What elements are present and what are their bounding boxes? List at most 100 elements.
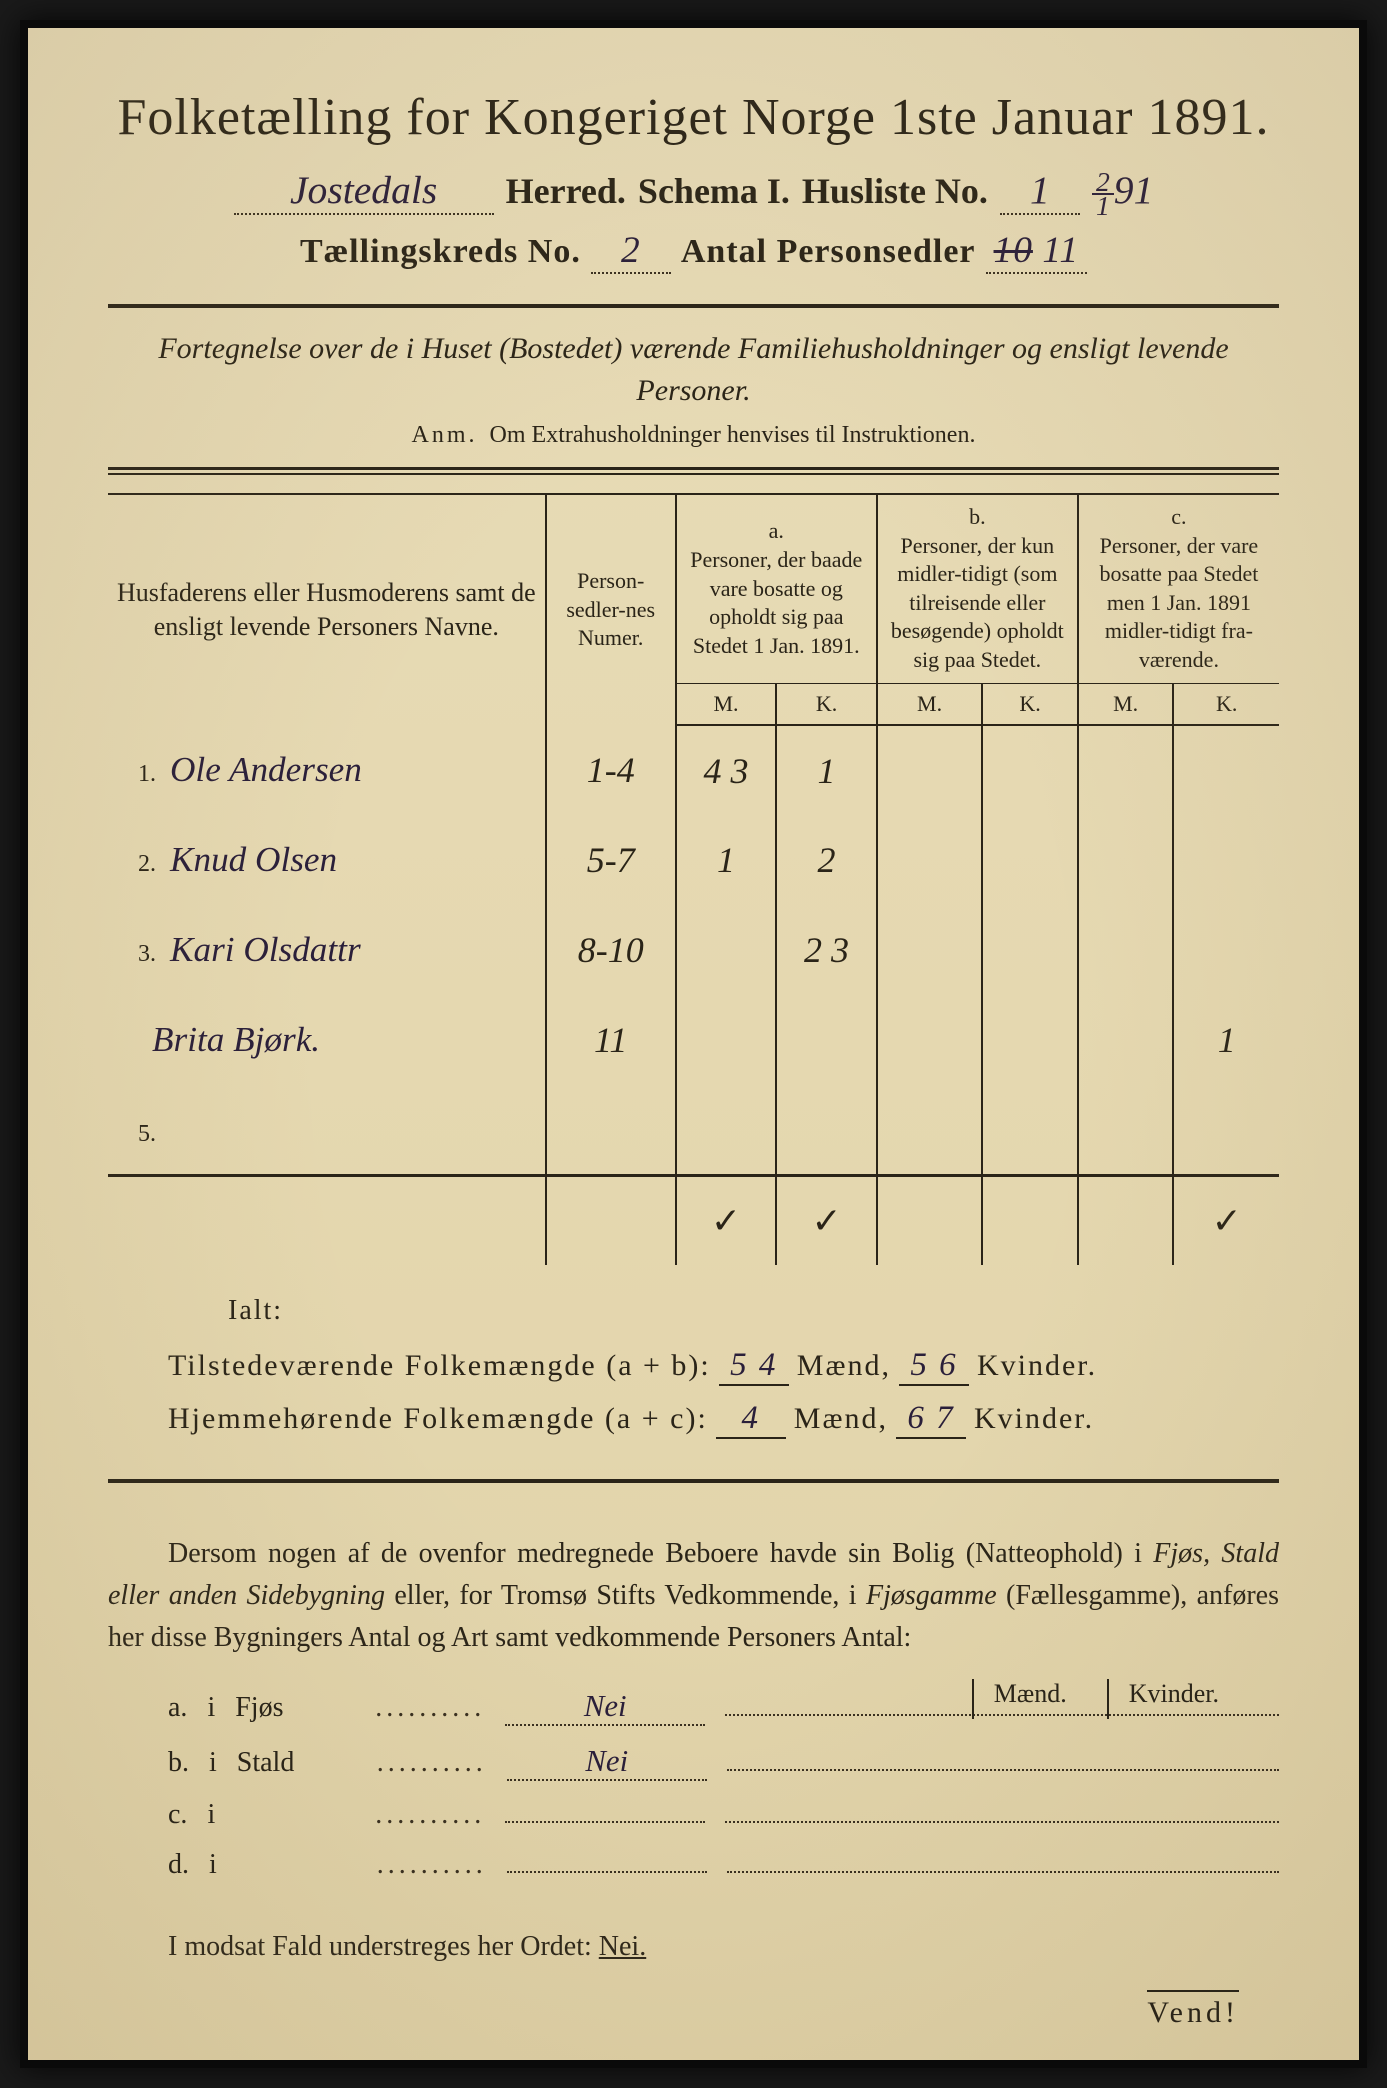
- b-k-cell: [982, 905, 1078, 995]
- check-a-m: ✓: [676, 1175, 777, 1265]
- subtitle-row-2: Tællingskreds No. 2 Antal Personsedler 1…: [108, 229, 1279, 274]
- building-i: i: [207, 1692, 215, 1724]
- building-header: Mænd. Kvinder.: [972, 1679, 1219, 1719]
- divider-double: [108, 467, 1279, 475]
- sedler-cell: 5-7: [546, 815, 676, 905]
- building-label: Fjøs: [235, 1692, 355, 1724]
- a-m-cell: 4 3: [676, 725, 777, 815]
- subtitle-row-1: Jostedals Herred. Schema I. Husliste No.…: [108, 167, 1279, 217]
- census-form-page: Folketælling for Kongeriget Norge 1ste J…: [20, 20, 1367, 2068]
- herred-value: Jostedals: [234, 167, 494, 215]
- kreds-value: 2: [591, 229, 671, 274]
- c-k-cell: [1173, 815, 1279, 905]
- building-row: b. i Stald .......... Nei: [168, 1744, 1279, 1781]
- col-a-k: K.: [776, 683, 877, 725]
- census-table: Husfaderens eller Husmoderens samt de en…: [108, 493, 1279, 1265]
- totals-line-1: Tilstedeværende Folkemængde (a + b): 5 4…: [168, 1347, 1279, 1386]
- table-row: 1.Ole Andersen 1-4 4 3 1: [108, 725, 1279, 815]
- ialt-label: Ialt:: [228, 1295, 1279, 1327]
- b-k-cell: [982, 725, 1078, 815]
- check-c-k: ✓: [1173, 1175, 1279, 1265]
- husliste-label: Husliste No.: [802, 170, 988, 212]
- c-m-cell: [1078, 725, 1174, 815]
- a-m-cell: [676, 905, 777, 995]
- name-cell: Brita Bjørk.: [108, 995, 546, 1085]
- building-value: [505, 1821, 705, 1823]
- b-m-cell: [877, 905, 982, 995]
- building-letter: c.: [168, 1799, 187, 1831]
- divider: [108, 1479, 1279, 1483]
- check-a-k: ✓: [776, 1175, 877, 1265]
- a-k-cell: 2: [776, 815, 877, 905]
- schema-label: Schema I.: [638, 170, 790, 212]
- c-m-cell: [1078, 815, 1174, 905]
- a-k-cell: 1: [776, 725, 877, 815]
- name-cell: 3.Kari Olsdattr: [108, 905, 546, 995]
- col-c-m: M.: [1078, 683, 1174, 725]
- building-value: [507, 1871, 707, 1873]
- building-section: Mænd. Kvinder. a. i Fjøs .......... Nei …: [108, 1689, 1279, 1881]
- husliste-value: 1: [1000, 167, 1080, 215]
- a-k-cell: [776, 1085, 877, 1175]
- antal-values: 10 11: [986, 229, 1088, 274]
- b-m-cell: [877, 995, 982, 1085]
- b-k-cell: [982, 815, 1078, 905]
- building-letter: d.: [168, 1849, 189, 1881]
- footer-line: I modsat Fald understreges her Ordet: Ne…: [168, 1931, 1279, 1963]
- col-b-m: M.: [877, 683, 982, 725]
- building-paragraph: Dersom nogen af de ovenfor medregnede Be…: [108, 1533, 1279, 1659]
- table-row: 5.: [108, 1085, 1279, 1175]
- b-k-cell: [982, 995, 1078, 1085]
- building-value: Nei: [505, 1689, 705, 1726]
- totals-section: Ialt: Tilstedeværende Folkemængde (a + b…: [108, 1295, 1279, 1439]
- sedler-cell: 11: [546, 995, 676, 1085]
- building-i: i: [207, 1799, 215, 1831]
- c-k-cell: [1173, 905, 1279, 995]
- c-k-cell: 1: [1173, 995, 1279, 1085]
- table-row: 2.Knud Olsen 5-7 1 2: [108, 815, 1279, 905]
- a-m-cell: 1: [676, 815, 777, 905]
- antal-label: Antal Personsedler: [681, 233, 976, 271]
- b-m-cell: [877, 815, 982, 905]
- col-c: c.Personer, der vare bosatte paa Stedet …: [1078, 494, 1279, 683]
- building-row: d. i ..........: [168, 1849, 1279, 1881]
- kreds-label: Tællingskreds No.: [300, 233, 581, 271]
- col-a-m: M.: [676, 683, 777, 725]
- a-k-cell: 2 3: [776, 905, 877, 995]
- building-letter: a.: [168, 1692, 187, 1724]
- vend-label: Vend!: [1147, 1990, 1239, 2030]
- building-row: c. i ..........: [168, 1799, 1279, 1831]
- divider: [108, 304, 1279, 308]
- col-c-k: K.: [1173, 683, 1279, 725]
- sedler-cell: [546, 1085, 676, 1175]
- building-i: i: [209, 1849, 217, 1881]
- a-m-cell: [676, 1085, 777, 1175]
- a-k-cell: [776, 995, 877, 1085]
- sedler-cell: 1-4: [546, 725, 676, 815]
- b-k-cell: [982, 1085, 1078, 1175]
- col-name: Husfaderens eller Husmoderens samt de en…: [108, 494, 546, 725]
- c-m-cell: [1078, 1085, 1174, 1175]
- main-title: Folketælling for Kongeriget Norge 1ste J…: [108, 88, 1279, 147]
- table-row: 3.Kari Olsdattr 8-10 2 3: [108, 905, 1279, 995]
- name-cell: 2.Knud Olsen: [108, 815, 546, 905]
- col-b: b.Personer, der kun midler-tidigt (som t…: [877, 494, 1078, 683]
- date-fraction: 2191: [1092, 167, 1153, 217]
- name-cell: 1.Ole Andersen: [108, 725, 546, 815]
- c-k-cell: [1173, 1085, 1279, 1175]
- building-value: Nei: [507, 1744, 707, 1781]
- a-m-cell: [676, 995, 777, 1085]
- c-k-cell: [1173, 725, 1279, 815]
- building-letter: b.: [168, 1747, 189, 1779]
- building-label: Stald: [237, 1747, 357, 1779]
- col-a: a.Personer, der baade vare bosatte og op…: [676, 494, 877, 683]
- c-m-cell: [1078, 905, 1174, 995]
- col-b-k: K.: [982, 683, 1078, 725]
- table-row: Brita Bjørk. 11 1: [108, 995, 1279, 1085]
- b-m-cell: [877, 1085, 982, 1175]
- sedler-cell: 8-10: [546, 905, 676, 995]
- section-heading: Fortegnelse over de i Huset (Bostedet) v…: [108, 328, 1279, 412]
- c-m-cell: [1078, 995, 1174, 1085]
- col-numer: Person-sedler-nes Numer.: [546, 494, 676, 725]
- totals-line-2: Hjemmehørende Folkemængde (a + c): 4 Mæn…: [168, 1400, 1279, 1439]
